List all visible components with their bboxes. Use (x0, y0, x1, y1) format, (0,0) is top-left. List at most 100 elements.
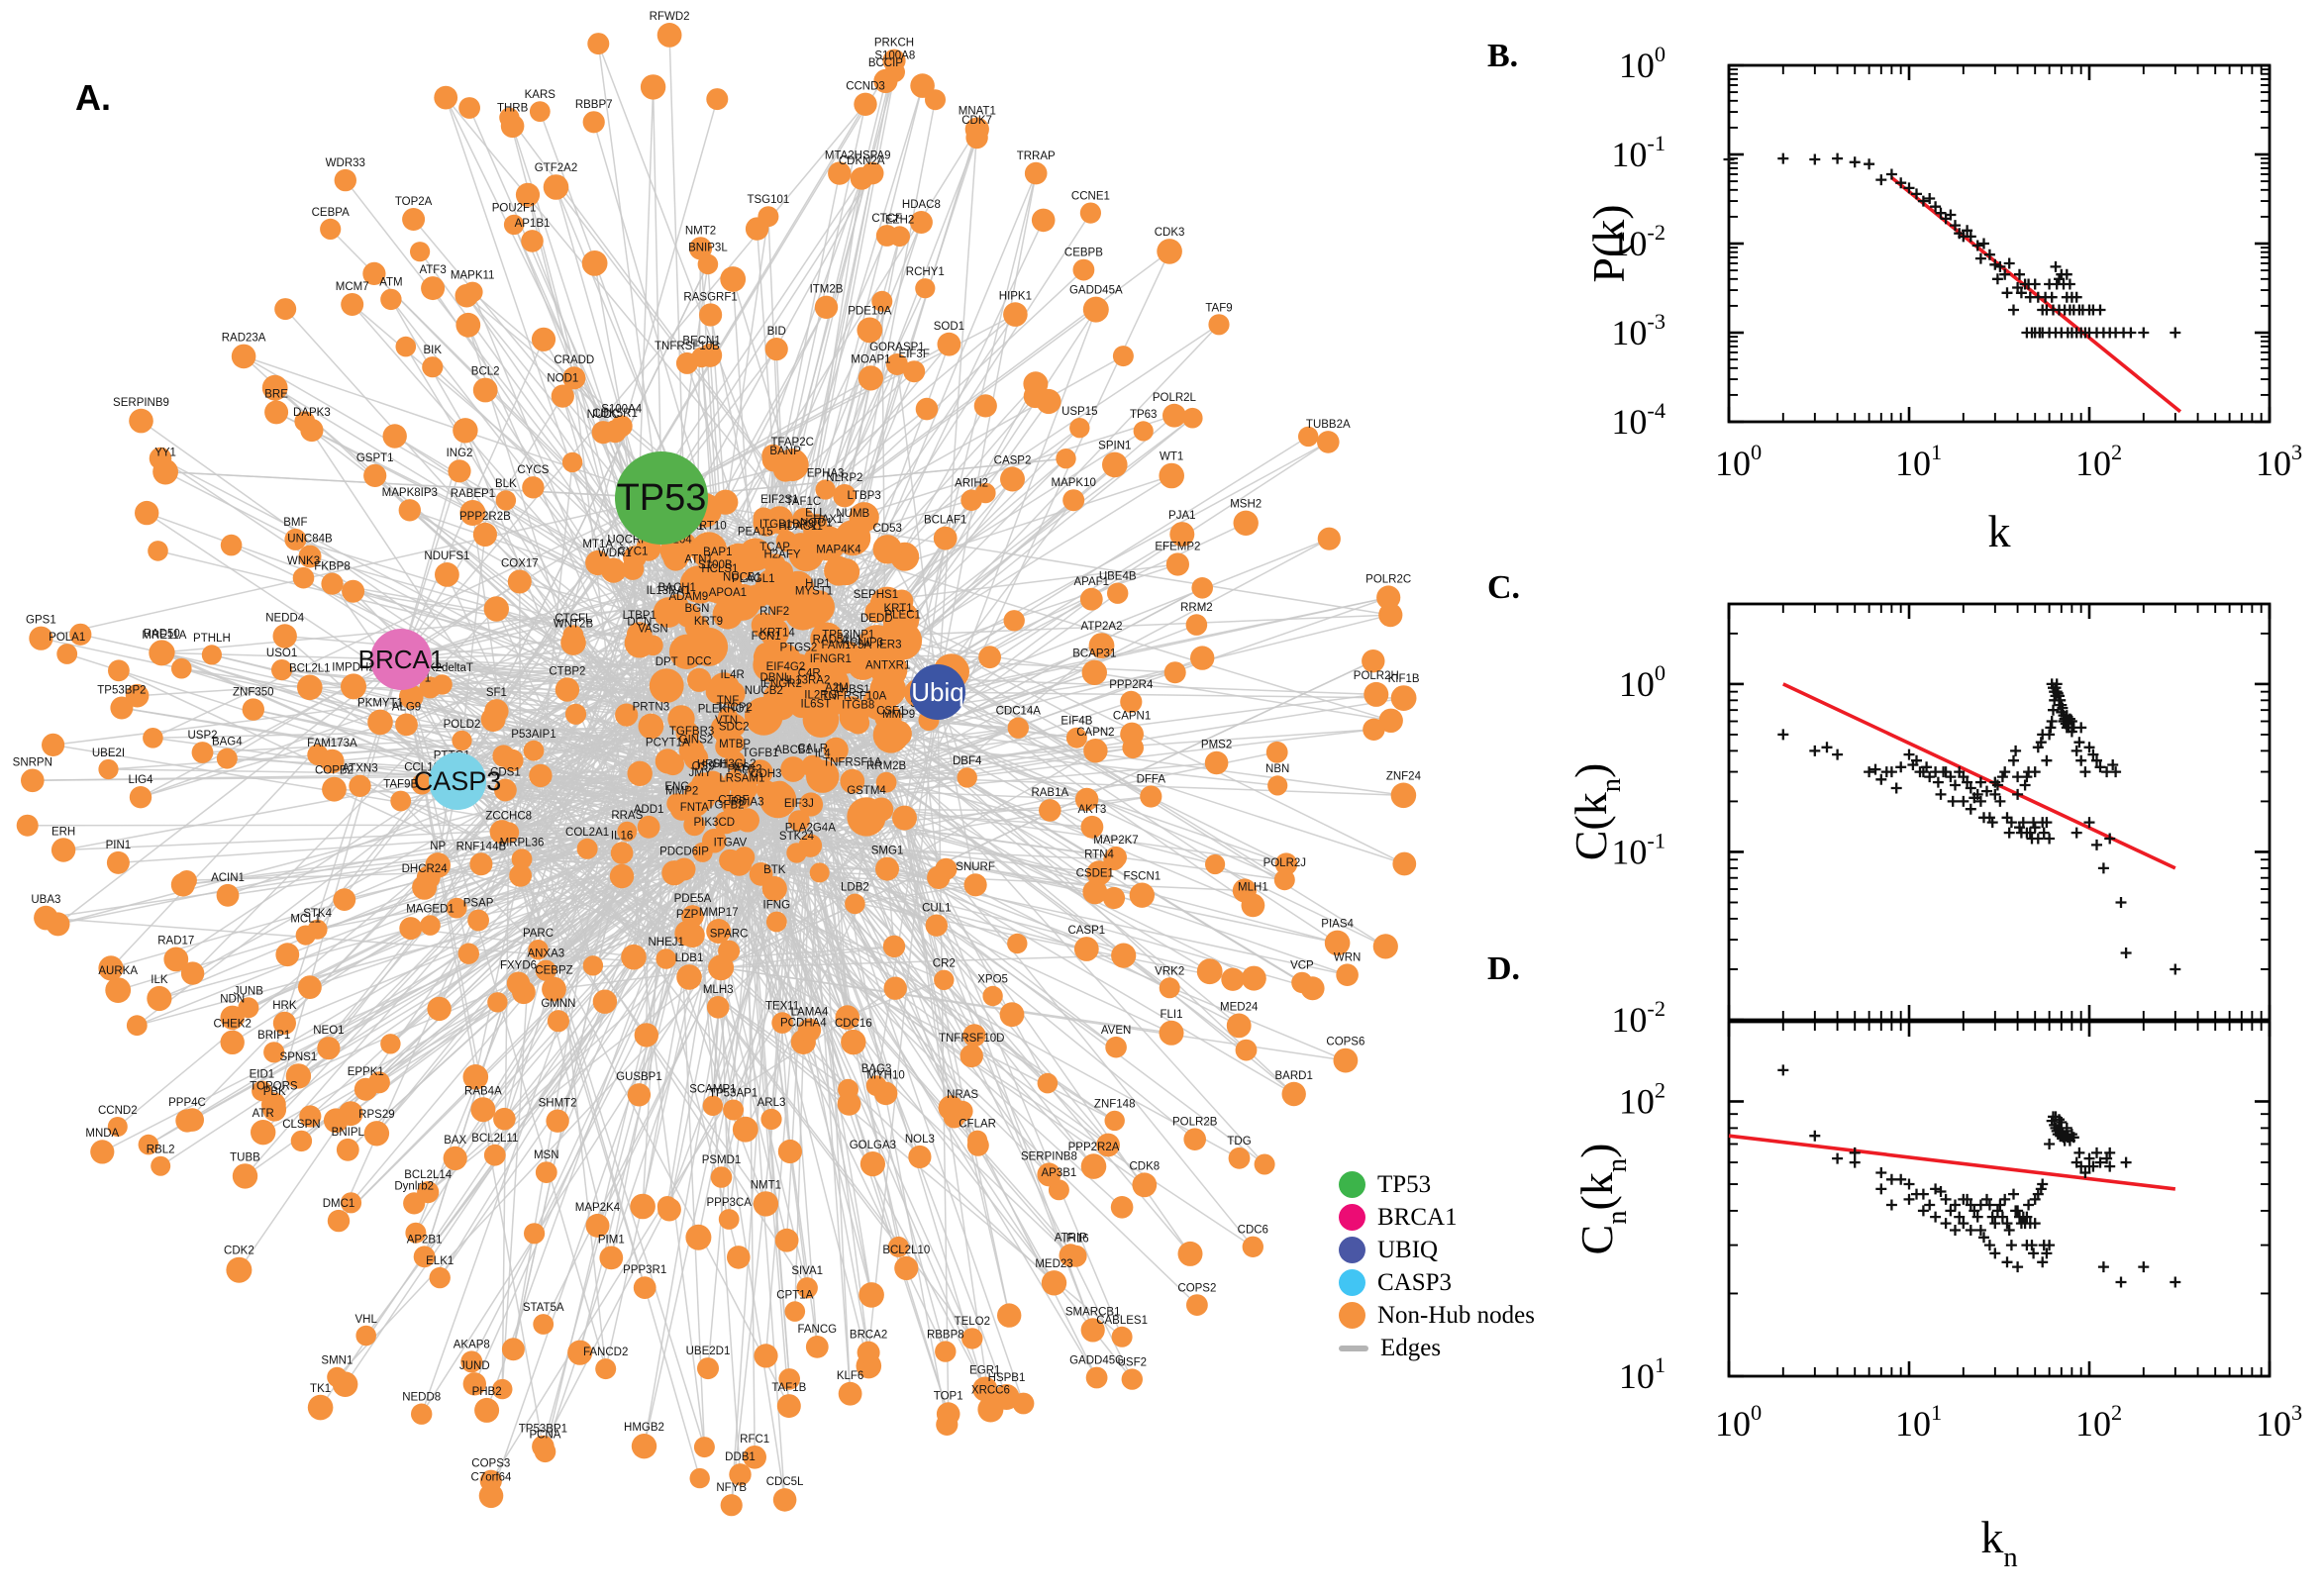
network-node-label: ADAM9 (668, 591, 708, 603)
network-node (841, 1029, 866, 1055)
network-node-label: PLEC1 (884, 610, 920, 622)
network-node (1186, 1294, 1208, 1316)
network-node (729, 1463, 752, 1486)
network-node (446, 897, 467, 919)
network-node (1317, 431, 1340, 453)
network-node (435, 562, 459, 587)
network-node-label: NLRP2 (826, 472, 862, 484)
network-node-label: MSH2 (1230, 499, 1262, 511)
network-node-label: TOPORS (250, 1080, 298, 1092)
network-node (915, 397, 939, 421)
network-node (422, 356, 444, 378)
network-node-label: TDG (1227, 1136, 1251, 1147)
network-node (1228, 1147, 1251, 1169)
network-node (823, 737, 849, 763)
network-node-label: ITM2B (810, 284, 844, 296)
network-node-label: TGFB1 (742, 748, 778, 759)
network-node-label: RTN4 (1084, 848, 1114, 860)
data-points (1777, 678, 2181, 975)
network-node (772, 1488, 797, 1512)
network-node-label: RBBP7 (575, 99, 613, 111)
network-node-label: ILK (151, 974, 168, 986)
network-node (649, 668, 684, 703)
network-node-labels: POLR2C MNDA RFWD2 PRKCH KIF1B TK1 TUBB2A C7orf6… (13, 11, 1422, 1494)
network-node (1333, 1047, 1359, 1073)
network-node (299, 1105, 322, 1128)
network-node (290, 1130, 313, 1152)
tick-label-10e-2: 10-2 (1611, 220, 1666, 263)
network-node-label: VCP (1290, 960, 1314, 972)
network-node-label: PPP2R2B (459, 511, 511, 523)
network-node (784, 593, 822, 631)
network-node (1157, 239, 1182, 264)
network-node (754, 1344, 778, 1368)
network-node (809, 862, 830, 883)
network-node-label: MMP17 (699, 907, 739, 919)
network-node-label: CDC16 (835, 1018, 872, 1030)
network-node (640, 74, 666, 100)
network-node (1364, 681, 1389, 707)
network-node (1162, 403, 1186, 428)
network-node-label: BARD1 (1275, 1070, 1313, 1082)
node-swatch (1339, 1237, 1365, 1263)
network-node (935, 1341, 957, 1362)
network-node (727, 1246, 751, 1269)
network-node-label: FXYD6 (500, 960, 537, 972)
network-node-label: NQO1 (800, 517, 833, 529)
network-node (1065, 727, 1087, 748)
network-node (667, 705, 695, 733)
hub-nodes: TP53 BRCA1 Ubiq CASP3 (358, 451, 965, 810)
network-node-label: BCCIP (868, 57, 903, 69)
network-node-label: POU2F1 (492, 203, 537, 215)
network-node (1079, 202, 1101, 224)
network-node-label: RAB1A (1031, 787, 1068, 799)
network-node-label: CDS1 (490, 767, 521, 779)
network-node-label: CEBPA (312, 207, 350, 219)
network-node (723, 1099, 745, 1121)
network-node (1208, 314, 1230, 336)
network-node (798, 792, 824, 817)
network-node (1107, 582, 1129, 604)
network-node-label: TNFRSF10D (939, 1033, 1004, 1045)
network-node-label: BGN (685, 603, 710, 615)
network-node-label: EIF2S1 (760, 494, 798, 506)
network-node (1363, 718, 1385, 741)
network-node-label: CYCS (517, 464, 549, 476)
network-node-label: UBE2D1 (686, 1346, 731, 1357)
network-node (333, 888, 356, 911)
network-node (425, 852, 452, 878)
network-node (1221, 967, 1245, 991)
network-node (759, 618, 790, 648)
network-node (555, 677, 580, 702)
axis-tick-labels: 100 101 102 103 102 101 (1619, 1077, 2302, 1444)
network-node-label: CEBPZ (535, 965, 572, 977)
network-node (307, 1394, 334, 1421)
chart-panel-D: 100 101 102 103 102 101 kn Cn(kn) (1571, 1020, 2302, 1573)
network-node (706, 919, 732, 944)
network-node-label: BCL2L14 (404, 1169, 453, 1181)
network-node (261, 374, 288, 401)
network-node (21, 768, 45, 793)
network-node-label: LDB1 (675, 952, 704, 964)
network-node-label: PLAGL1 (732, 573, 774, 585)
network-node-label: DFFA (1137, 773, 1166, 785)
axis-tick-labels: 100 101 102 103 100 10-1 10-2 10-3 10-4 (1611, 42, 2302, 483)
network-node (1132, 1172, 1158, 1198)
network-node-label: WDR33 (326, 157, 365, 169)
hub-node-brca1 (370, 629, 432, 690)
node-swatch (1339, 1269, 1365, 1296)
network-node (551, 384, 574, 408)
network-node (562, 366, 586, 390)
network-node (960, 489, 982, 511)
network-node-label: SNRPN (13, 757, 52, 769)
network-node (460, 1350, 483, 1373)
network-node-label: WNK3 (287, 555, 320, 567)
network-node-label: ARL3 (758, 1097, 786, 1109)
network-node-label: AVEN (1101, 1025, 1131, 1037)
network-node (765, 911, 787, 933)
network-node-label: PIN1 (106, 840, 132, 851)
network-node (963, 873, 987, 897)
network-node (721, 806, 747, 833)
network-node-label: DMC1 (323, 1198, 355, 1210)
network-node (689, 1467, 710, 1489)
